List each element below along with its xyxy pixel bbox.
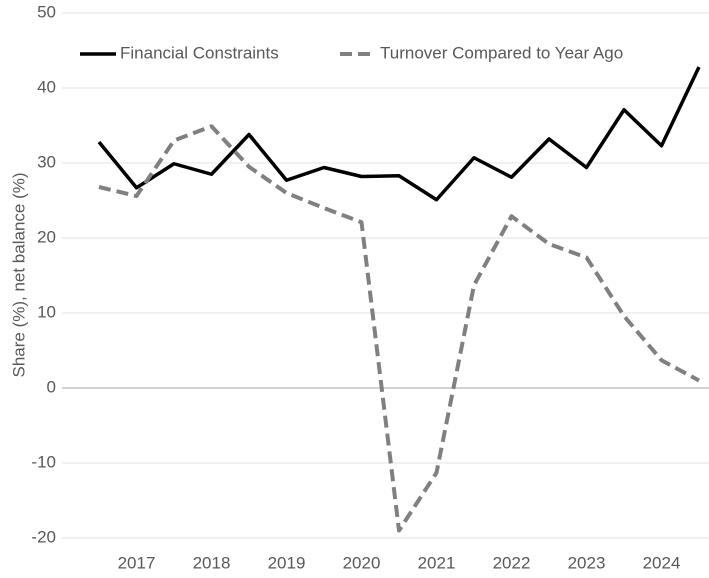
x-tick-label: 2021 (418, 553, 456, 572)
y-tick-label: 0 (47, 377, 56, 396)
y-tick-label: -10 (31, 452, 56, 471)
x-tick-label: 2017 (118, 553, 156, 572)
series-line (97, 66, 701, 202)
y-tick-label: 20 (37, 227, 56, 246)
x-tick-label: 2019 (268, 553, 306, 572)
y-tick-label: 10 (37, 302, 56, 321)
y-axis-label: Share (%), net balance (%) (9, 172, 28, 377)
legend-label: Turnover Compared to Year Ago (380, 43, 623, 62)
x-tick-label: 2023 (568, 553, 606, 572)
x-tick-label: 2022 (493, 553, 531, 572)
y-tick-label: 30 (37, 152, 56, 171)
y-tick-label: 50 (37, 2, 56, 21)
x-tick-label: 2024 (643, 553, 681, 572)
y-tick-label: -20 (31, 527, 56, 546)
legend-label: Financial Constraints (120, 43, 279, 62)
y-tick-label: 40 (37, 77, 56, 96)
series-line (98, 124, 700, 533)
x-tick-label: 2020 (343, 553, 381, 572)
x-tick-label: 2018 (193, 553, 231, 572)
